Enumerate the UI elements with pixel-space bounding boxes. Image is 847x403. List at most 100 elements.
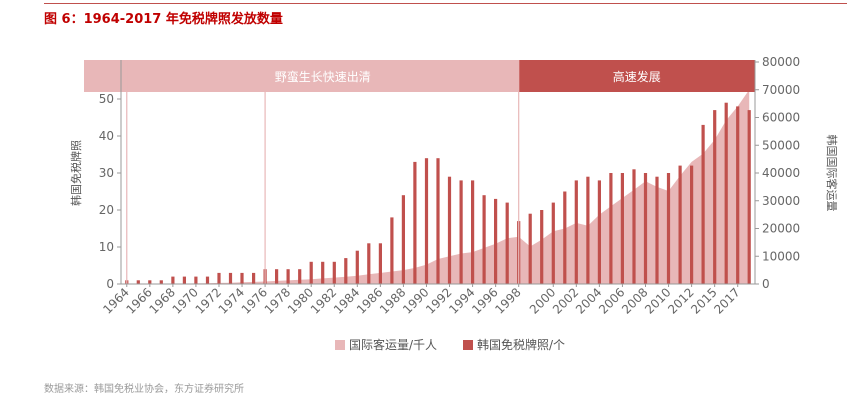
x-tick-label: 1978 (262, 285, 293, 316)
license-bar (136, 280, 140, 284)
license-bar (747, 110, 751, 284)
license-bar (494, 198, 498, 284)
left-tick-label: 50 (99, 92, 114, 106)
x-tick-label: 1968 (146, 285, 177, 316)
license-bar (447, 176, 452, 284)
x-tick-label: 2012 (665, 285, 696, 316)
license-bar (678, 165, 682, 284)
x-tick-label: 1972 (193, 285, 224, 316)
license-bar (275, 269, 279, 284)
x-tick-label: 2010 (642, 285, 673, 316)
license-bar (620, 173, 624, 284)
source-note: 数据来源：韩国免税业协会，东方证券研究所 (44, 384, 244, 395)
period-label: 高速发展 (613, 69, 661, 84)
right-tick-label: 80000 (762, 55, 800, 69)
license-bar (355, 250, 359, 284)
right-tick-label: 60000 (762, 111, 800, 125)
period-label: 野蛮生长快速出清 (275, 69, 371, 84)
license-bar (401, 195, 405, 284)
left-tick-label: 10 (99, 240, 114, 254)
right-tick-label: 0 (762, 277, 770, 291)
license-bar (367, 243, 371, 284)
license-bar (597, 180, 601, 284)
x-tick-label: 2004 (573, 285, 604, 316)
passenger-area (126, 89, 750, 284)
license-bar (240, 272, 244, 284)
x-tick-label: 2006 (596, 285, 627, 316)
figure-title: 图 6：1964-2017 年免税牌照发放数量 (44, 12, 283, 27)
x-tick-label: 1974 (216, 285, 247, 316)
license-bar (632, 169, 636, 284)
license-bar (171, 276, 175, 284)
license-bar (609, 173, 613, 284)
right-tick-label: 50000 (762, 138, 800, 152)
period-band (126, 60, 519, 92)
x-tick-label: 1996 (469, 285, 500, 316)
license-bar (309, 261, 313, 284)
license-bar (148, 280, 152, 284)
license-bar (574, 180, 578, 284)
license-bar (252, 272, 256, 284)
legend-label-area: 国际客运量/千人 (349, 337, 437, 352)
license-bar (505, 202, 509, 284)
license-bar (701, 124, 705, 285)
license-bar (471, 180, 475, 284)
x-tick-label: 1992 (423, 285, 454, 316)
left-tick-label: 20 (99, 203, 114, 217)
legend-swatch-area (335, 340, 345, 350)
x-tick-label: 2000 (527, 285, 558, 316)
license-bar (643, 173, 648, 284)
license-bar (159, 280, 163, 284)
license-bar (321, 261, 325, 284)
x-tick-label: 1980 (285, 285, 316, 316)
x-tick-label: 1964 (100, 285, 131, 316)
license-bar (690, 165, 694, 284)
x-tick-label: 1986 (354, 285, 385, 316)
right-tick-label: 30000 (762, 194, 800, 208)
legend-swatch-bar (463, 340, 473, 350)
license-bar (666, 173, 671, 284)
right-tick-label: 70000 (762, 83, 800, 97)
license-bar (459, 180, 463, 284)
period-band (518, 60, 755, 92)
right-tick-label: 10000 (762, 249, 800, 263)
license-bar (413, 161, 417, 284)
license-bar (482, 195, 486, 284)
license-bar (332, 261, 336, 284)
license-bar (182, 276, 186, 284)
legend: 国际客运量/千人 韩国免税牌照/个 (335, 337, 565, 352)
x-tick-label: 2008 (619, 285, 650, 316)
license-bar (551, 202, 555, 284)
license-bar (286, 269, 290, 284)
right-tick-label: 20000 (762, 222, 800, 236)
license-bar (298, 269, 302, 284)
right-axis-title: 韩国国际客运量 (825, 135, 839, 212)
license-bar (528, 213, 532, 284)
license-bar (724, 102, 728, 284)
x-tick-label: 1982 (308, 285, 339, 316)
x-tick-label: 2017 (711, 285, 742, 316)
license-bar (586, 176, 590, 284)
license-bar (344, 258, 348, 284)
license-bar (217, 272, 221, 284)
left-tick-label: 30 (99, 166, 114, 180)
license-bar (424, 158, 429, 284)
x-tick-label: 2015 (688, 285, 719, 316)
left-tick-label: 0 (106, 277, 114, 291)
right-tick-label: 40000 (762, 166, 800, 180)
area-layer (126, 89, 750, 284)
license-bar (390, 217, 394, 284)
license-bar (563, 191, 567, 284)
period-layer: 试点时期政策保护期野蛮生长快速出清高速发展 (84, 60, 755, 284)
license-bar (378, 243, 382, 284)
x-tick-label: 1966 (123, 285, 154, 316)
top-rule (44, 3, 847, 4)
left-axis-title: 韩国免税牌照 (69, 140, 83, 206)
license-bar (655, 176, 659, 284)
x-tick-label: 1988 (377, 285, 408, 316)
x-tick-label: 1990 (400, 285, 431, 316)
x-tick-label: 1984 (331, 285, 362, 316)
license-bar (540, 210, 544, 284)
license-bar (436, 158, 440, 284)
